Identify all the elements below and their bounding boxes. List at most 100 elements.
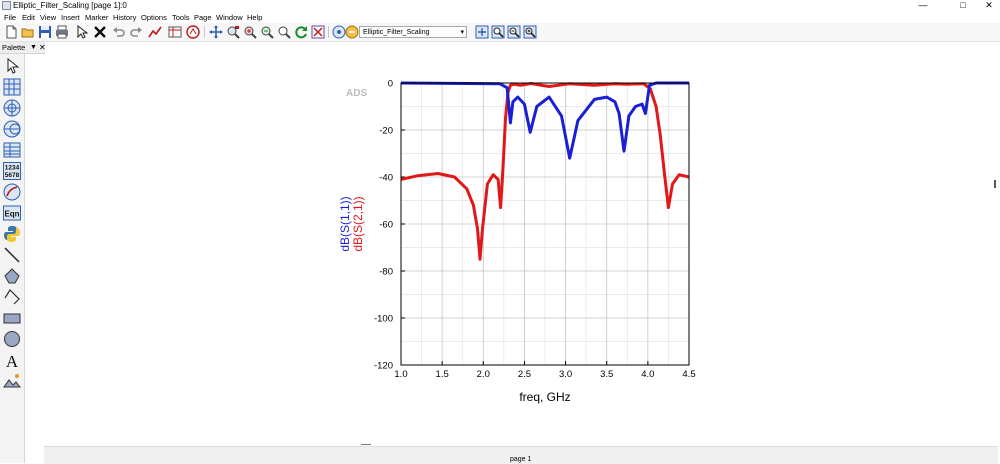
zoom-page-in-icon[interactable] [491, 25, 505, 39]
text-tool-label: A [6, 352, 19, 369]
select-pointer-icon[interactable] [74, 25, 88, 39]
rectangular-plot-icon[interactable] [3, 78, 21, 96]
y-tick-label: -40 [379, 173, 393, 184]
x-tick-label: 3.0 [559, 369, 572, 380]
axis-ticks: 1.0 1.5 2.0 2.5 3.0 3.5 4.0 4.5 0 -20 -40 -60 -80 -10… [374, 79, 696, 381]
page-select-value: Elliptic_Filter_Scaling [363, 29, 430, 36]
minimize-button[interactable]: — [918, 0, 928, 10]
select-arrow-icon[interactable] [3, 57, 21, 75]
menu-help[interactable]: Help [247, 13, 263, 22]
y-axis-label-s11: dB(S(1,1)) [338, 196, 352, 251]
text-icon[interactable]: A [3, 351, 21, 369]
page-select[interactable]: Elliptic_Filter_Scaling ▾ [359, 26, 467, 38]
menu-tools[interactable]: Tools [172, 13, 190, 22]
circle-icon[interactable] [3, 330, 21, 348]
y-tick-label: -120 [374, 361, 393, 372]
close-button[interactable]: ✕ [985, 0, 993, 10]
polar-plot-icon[interactable] [3, 99, 21, 117]
plot-grid [400, 82, 690, 366]
fit-page-icon[interactable] [475, 25, 489, 39]
redo-icon[interactable] [129, 25, 143, 39]
x-tick-label: 1.5 [436, 369, 449, 380]
open-folder-icon[interactable] [21, 25, 35, 39]
ads-watermark: ADS [346, 88, 367, 99]
menu-marker[interactable]: Marker [85, 13, 109, 22]
x-tick-label: 3.5 [600, 369, 613, 380]
plot-frame [400, 82, 690, 366]
rectangular-plot[interactable]: ADS 1.0 1.5 2.0 2.5 3.0 3.5 4.0 4.5 0 -20 -40 -60 -8… [330, 75, 700, 415]
palette-header: Palette ▼ ✕ [0, 42, 50, 54]
menu-page[interactable]: Page [194, 13, 212, 22]
x-axis-label: freq, GHz [519, 390, 570, 404]
insert-marker-icon[interactable] [148, 25, 162, 39]
line-icon[interactable] [3, 246, 21, 264]
plot-traces [400, 81, 690, 261]
print-icon[interactable] [55, 25, 69, 39]
stacked-plot-icon[interactable]: 1234 5678 [3, 162, 21, 180]
x-tick-label: 2.5 [518, 369, 531, 380]
page-icon[interactable] [345, 25, 359, 39]
menu-file[interactable]: File [4, 13, 17, 22]
python-icon[interactable] [3, 225, 21, 243]
equation-label: Eqn [4, 210, 19, 219]
palette: 1234 5678 Eqn A [0, 54, 25, 463]
palette-title: Palette [2, 43, 26, 52]
smith-chart-icon[interactable] [3, 120, 21, 138]
y-tick-label: -80 [379, 267, 393, 278]
zoom-area-icon[interactable] [226, 25, 240, 39]
menu-view[interactable]: View [40, 13, 57, 22]
page-tab[interactable]: page 1 [510, 456, 532, 463]
refresh-icon[interactable] [294, 25, 308, 39]
list-table-icon[interactable] [3, 141, 21, 159]
dataset-icon[interactable] [168, 25, 182, 39]
zoom-plot-icon[interactable] [277, 25, 291, 39]
y-tick-label: 0 [388, 79, 393, 90]
zoom-out-icon[interactable] [260, 25, 274, 39]
polygon-icon[interactable] [3, 267, 21, 285]
ads-logo-icon[interactable] [186, 25, 200, 39]
palette-close-icon[interactable]: ✕ [39, 43, 46, 52]
x-tick-label: 1.0 [394, 369, 407, 380]
menu-options[interactable]: Options [141, 13, 167, 22]
image-icon[interactable] [3, 372, 21, 390]
resize-handle[interactable] [994, 180, 996, 188]
menu-history[interactable]: History [113, 13, 137, 22]
menu-insert[interactable]: Insert [61, 13, 80, 22]
page-tab-bar: page 1 [44, 444, 998, 464]
palette-gap [25, 54, 45, 463]
stacked-plot-label-top: 1234 [5, 165, 20, 172]
toolbar [0, 23, 1000, 42]
palette-pin-icon[interactable]: ▼ [30, 44, 37, 51]
clear-icon[interactable] [311, 25, 325, 39]
title-bar: Elliptic_Filter_Scaling [page 1]:0 — □ ✕ [0, 0, 1000, 12]
move-icon[interactable] [209, 25, 223, 39]
polyline-icon[interactable] [3, 288, 21, 306]
rectangle-icon[interactable] [3, 309, 21, 327]
new-document-icon[interactable] [4, 25, 18, 39]
menu-edit[interactable]: Edit [22, 13, 35, 22]
x-tick-label: 4.5 [682, 369, 695, 380]
toolbar-separator [204, 26, 205, 38]
maximize-button[interactable]: □ [960, 0, 966, 10]
delete-icon[interactable] [93, 25, 107, 39]
y-tick-label: -100 [374, 314, 393, 325]
app-icon [2, 1, 11, 10]
antenna-plot-icon[interactable] [3, 183, 21, 201]
page-setup-icon[interactable] [332, 25, 346, 39]
split-handle[interactable] [361, 444, 371, 445]
zoom-page-fit-icon[interactable] [523, 25, 537, 39]
undo-icon[interactable] [112, 25, 126, 39]
zoom-in-icon[interactable] [243, 25, 257, 39]
chevron-down-icon[interactable]: ▾ [460, 29, 464, 36]
y-tick-label: -20 [379, 126, 393, 137]
equation-icon[interactable]: Eqn [3, 204, 21, 222]
save-icon[interactable] [38, 25, 52, 39]
trace-s21 [400, 82, 690, 261]
plot-page[interactable] [45, 42, 995, 446]
trace-s11 [400, 81, 689, 160]
y-tick-label: -60 [379, 220, 393, 231]
menu-bar: File Edit View Insert Marker History Opt… [0, 12, 1000, 23]
menu-window[interactable]: Window [216, 13, 243, 22]
stacked-plot-label-bottom: 5678 [5, 172, 20, 179]
zoom-page-out-icon[interactable] [507, 25, 521, 39]
